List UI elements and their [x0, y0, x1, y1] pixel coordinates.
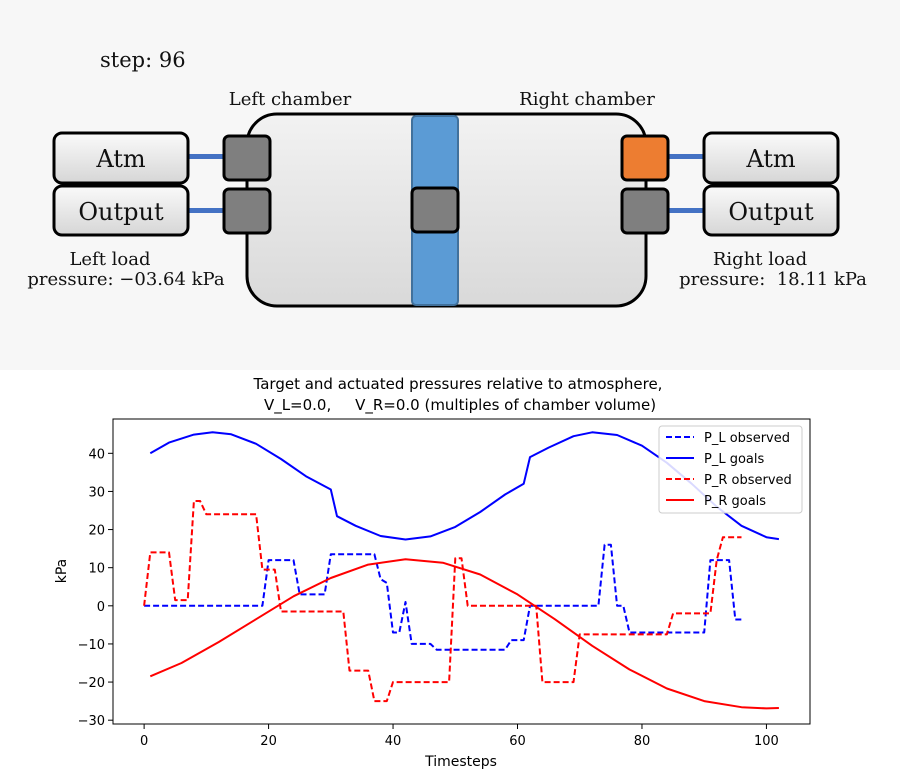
y-tick-label: 10: [88, 562, 105, 577]
plot-frame: [112, 418, 811, 725]
x-axis-label: Timesteps: [424, 754, 497, 770]
right-atm-box: [702, 131, 840, 185]
left-load-title: Left load: [69, 249, 150, 270]
y-tick-label: 40: [88, 447, 105, 462]
left-atm-pipe: [188, 154, 224, 159]
right-atm-pipe: [668, 154, 704, 159]
right-output-pipe: [668, 208, 704, 213]
simulation-view: step: 96 Left chamber Right chamber Atm …: [0, 0, 900, 370]
left-output-valve[interactable]: [222, 187, 272, 235]
step-counter: step: 96: [100, 48, 186, 72]
x-tick-label: 0: [140, 734, 148, 749]
piston-valve[interactable]: [410, 186, 460, 234]
right-atm-label: Atm: [745, 145, 796, 173]
right-load-pressure: pressure: 18.11 kPa: [679, 269, 867, 290]
right-load-title: Right load: [713, 249, 807, 270]
right-output-valve[interactable]: [620, 187, 670, 235]
left-load-pressure: pressure: −03.64 kPa: [27, 269, 224, 290]
chart-title-line1: Target and actuated pressures relative t…: [253, 375, 663, 393]
legend-label: P_R goals: [704, 494, 766, 509]
left-chamber-label: Left chamber: [229, 89, 352, 110]
y-tick-label: 20: [88, 524, 105, 539]
series-line-3: [143, 500, 742, 703]
left-atm-valve[interactable]: [222, 134, 272, 182]
left-output-pipe: [188, 208, 224, 213]
right-atm-valve[interactable]: [620, 134, 670, 182]
y-tick-label: 0: [97, 600, 105, 615]
legend-label: P_L goals: [704, 452, 764, 467]
y-axis: 40 30 20 10 0 −10 −20 −30: [78, 447, 113, 729]
series-line-4: [149, 558, 779, 710]
left-output-box: [52, 184, 190, 237]
x-axis: 0 20 40 60 80 100: [140, 724, 779, 749]
y-tick-label: −20: [78, 676, 105, 691]
y-axis-label: kPa: [54, 559, 70, 584]
right-output-box: [702, 184, 840, 237]
x-tick-label: 60: [509, 734, 526, 749]
y-tick-label: 30: [88, 485, 105, 500]
series-line-1: [144, 543, 742, 651]
chart-legend: P_L observed P_L goals P_R observed P_R goa…: [658, 425, 803, 514]
legend-box: [658, 425, 803, 514]
y-tick-label: −30: [78, 714, 105, 729]
y-tick-label: −10: [78, 638, 105, 653]
chart-title-line2: V_L=0.0, V_R=0.0 (multiples of chamber v…: [264, 396, 656, 415]
x-tick-label: 100: [754, 734, 779, 749]
right-chamber-label: Right chamber: [519, 89, 655, 110]
x-tick-label: 40: [385, 734, 402, 749]
x-tick-label: 20: [260, 734, 277, 749]
legend-label: P_L observed: [704, 431, 790, 446]
pneumatic-schematic: step: 96 Left chamber Right chamber Atm …: [27, 48, 867, 308]
pressure-chart: Target and actuated pressures relative t…: [54, 375, 811, 770]
left-atm-label: Atm: [95, 145, 146, 173]
left-atm-box: [52, 131, 190, 185]
left-output-label: Output: [78, 198, 164, 226]
legend-label: P_R observed: [704, 473, 792, 488]
x-tick-label: 80: [634, 734, 651, 749]
right-output-label: Output: [728, 198, 814, 226]
